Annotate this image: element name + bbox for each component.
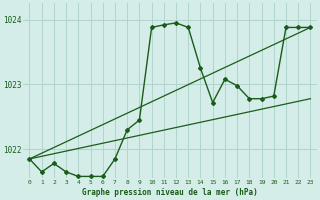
X-axis label: Graphe pression niveau de la mer (hPa): Graphe pression niveau de la mer (hPa) <box>82 188 258 197</box>
